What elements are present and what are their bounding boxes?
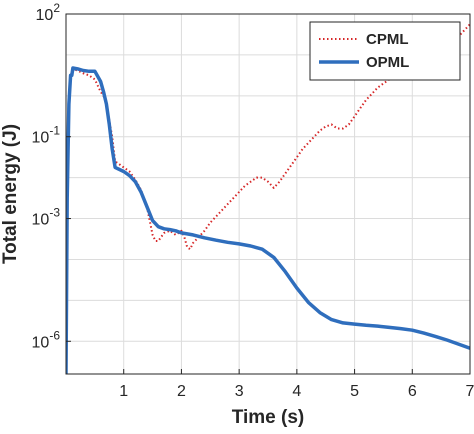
y-tick-label: 102 <box>36 1 61 24</box>
x-tick-label: 6 <box>408 383 417 400</box>
y-tick-label: 10-6 <box>32 328 61 351</box>
y-tick-label: 10-3 <box>32 206 61 229</box>
x-axis-label: Time (s) <box>232 407 305 428</box>
series-line-opml <box>66 66 470 374</box>
x-tick-label: 2 <box>177 383 186 400</box>
x-tick-label: 4 <box>292 383 301 400</box>
legend-label-cpml: CPML <box>366 31 409 48</box>
legend: CPML OPML <box>309 21 461 81</box>
plot-frame <box>65 13 471 375</box>
x-tick-label: 5 <box>350 383 359 400</box>
legend-box <box>309 21 461 81</box>
y-axis-label: Total energy (J) <box>0 124 21 264</box>
x-tick-label: 7 <box>466 383 474 400</box>
legend-label-opml: OPML <box>366 54 409 71</box>
y-axis-ticks: 102 10-1 10-3 10-6 <box>32 1 71 351</box>
x-tick-label: 3 <box>235 383 244 400</box>
grid-lines <box>66 14 470 374</box>
x-tick-label: 1 <box>119 383 128 400</box>
y-tick-label: 10-1 <box>32 124 61 147</box>
x-axis-ticks: 1 2 3 4 5 6 7 <box>119 369 474 400</box>
